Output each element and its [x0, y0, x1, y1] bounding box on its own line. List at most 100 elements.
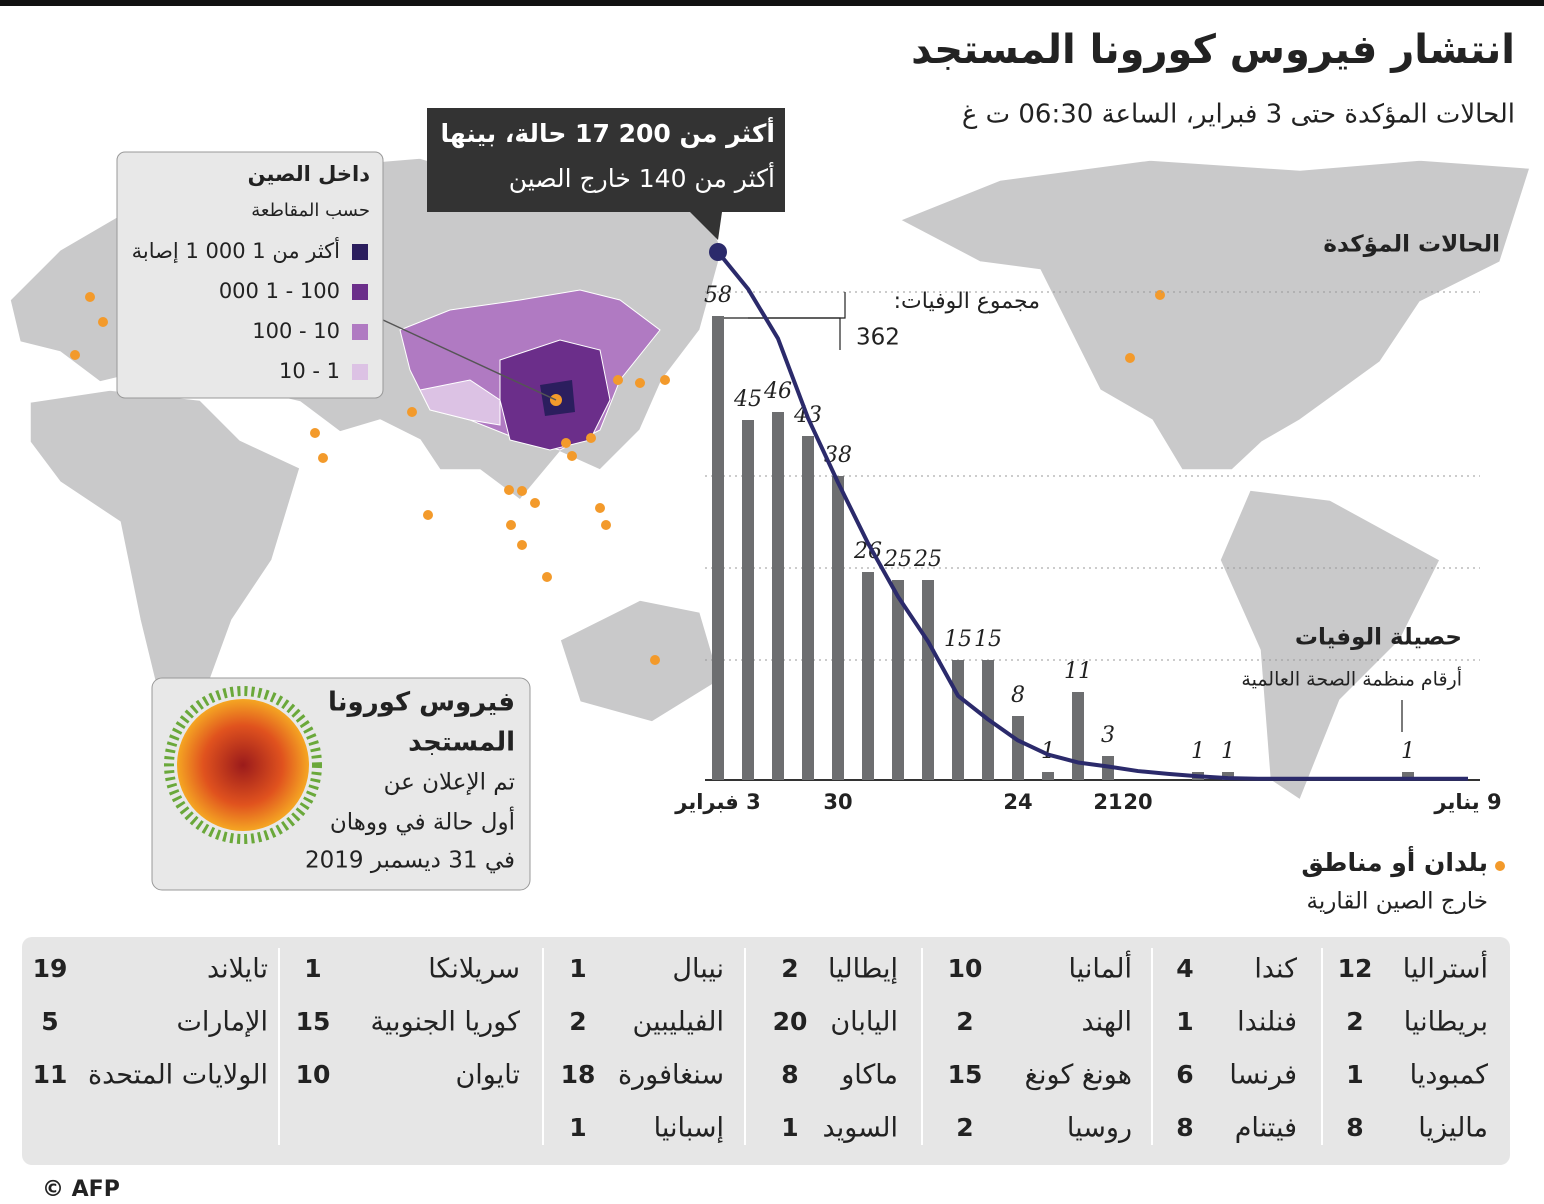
x-tick-label: 20	[1123, 790, 1152, 814]
virus-text: في 31 ديسمبر 2019	[305, 848, 515, 874]
dots-legend: بلدان أو مناطق خارج الصين القارية	[1301, 846, 1505, 915]
country-cases: 2	[956, 1007, 973, 1036]
country-name: الإمارات	[176, 1007, 268, 1038]
legend-label: 10 - 100	[252, 319, 340, 343]
country-name: تايلاند	[207, 954, 268, 985]
bar-value-label: 1	[1041, 739, 1055, 764]
country-cases: 5	[41, 1007, 58, 1036]
virus-text: تم الإعلان عن	[384, 770, 515, 796]
country-name: إسبانيا	[654, 1113, 724, 1144]
legend-label: أكثر من 1 000 1 إصابة	[132, 237, 340, 264]
bar	[1012, 716, 1024, 780]
country-name: أستراليا	[1403, 950, 1488, 985]
top-rule	[0, 0, 1544, 6]
country-name: كوريا الجنوبية	[370, 1007, 520, 1038]
x-tick-label: 21	[1093, 790, 1122, 814]
country-cases: 12	[1338, 954, 1373, 983]
country-cases: 1	[781, 1113, 798, 1142]
china-legend: داخل الصين حسب المقاطعة أكثر من 1 000 1 …	[116, 151, 557, 401]
source: أرقام منظمة الصحة العالمية	[1241, 667, 1462, 691]
bar	[712, 316, 724, 780]
virus-text: أول حالة في ووهان	[330, 807, 515, 836]
subtitle: الحالات المؤكدة حتى 3 فبراير، الساعة 06:…	[962, 100, 1515, 130]
dots-legend-subtitle: خارج الصين القارية	[1307, 889, 1488, 915]
bar-value-label: 58	[704, 283, 732, 308]
country-cases: 6	[1176, 1060, 1193, 1089]
bar-value-label: 11	[1064, 659, 1092, 684]
deaths-chart: مجموع الوفيات: 362 الحالات المؤكدة حصيلة…	[674, 232, 1501, 815]
bar-value-label: 8	[1011, 683, 1025, 708]
country-cases: 18	[561, 1060, 596, 1089]
country-cases: 2	[781, 954, 798, 983]
country-name: الولايات المتحدة	[88, 1060, 268, 1091]
line-end-dot	[709, 243, 727, 261]
legend-label: 100 - 1 000	[219, 279, 340, 303]
bar	[1402, 772, 1414, 780]
bar-value-label: 1	[1221, 739, 1235, 764]
country-cases: 8	[1176, 1113, 1193, 1142]
country-cases: 8	[781, 1060, 798, 1089]
bar-value-label: 25	[913, 547, 942, 572]
virus-box: فيروس كورونا المستجد تم الإعلان عن أول ح…	[151, 677, 531, 891]
bar	[922, 580, 934, 780]
bar-value-label: 25	[883, 547, 912, 572]
country-name: فرنسا	[1229, 1060, 1297, 1091]
legend-swatch	[352, 324, 368, 340]
x-tick-label: 30	[823, 790, 852, 814]
country-cases: 10	[296, 1060, 331, 1089]
bar	[772, 412, 784, 780]
country-cases: 1	[569, 954, 586, 983]
bar	[862, 572, 874, 780]
country-cases: 19	[33, 954, 68, 983]
country-cases: 1	[1176, 1007, 1193, 1036]
country-cases: 2	[956, 1113, 973, 1142]
country-name: ماليزيا	[1418, 1113, 1488, 1144]
bar	[1042, 772, 1054, 780]
country-name: بريطانيا	[1404, 1007, 1488, 1038]
country-name: هونغ كونغ	[1025, 1060, 1132, 1091]
bar-series-name: حصيلة الوفيات	[1295, 625, 1462, 651]
country-name: فنلندا	[1237, 1007, 1297, 1038]
country-name: فيتنام	[1235, 1113, 1297, 1144]
callout: أكثر من 200 17 حالة، بينها أكثر من 140 خ…	[427, 108, 785, 240]
country-name: ألمانيا	[1069, 950, 1132, 985]
legend-swatch	[352, 244, 368, 260]
line-series-name: الحالات المؤكدة	[1323, 232, 1500, 258]
bar-value-label: 46	[763, 379, 792, 404]
country-cases: 11	[33, 1060, 68, 1089]
country-dots	[70, 290, 1165, 665]
bar	[832, 476, 844, 780]
total-value: 362	[856, 325, 900, 351]
bar	[952, 660, 964, 780]
country-cases: 15	[296, 1007, 331, 1036]
country-cases: 2	[569, 1007, 586, 1036]
bar	[1222, 772, 1234, 780]
bar	[1072, 692, 1084, 780]
credit: © AFP	[42, 1177, 120, 1202]
bar-value-label: 45	[733, 387, 762, 412]
country-name: إيطاليا	[828, 954, 898, 985]
callout-line: أكثر من 140 خارج الصين	[509, 161, 775, 194]
legend-title: داخل الصين	[248, 162, 371, 186]
bar	[742, 420, 754, 780]
country-cases: 8	[1346, 1113, 1363, 1142]
country-cases: 2	[1346, 1007, 1363, 1036]
country-name: سنغافورة	[618, 1060, 724, 1091]
country-cases: 10	[948, 954, 983, 983]
title: انتشار فيروس كورونا المستجد	[911, 27, 1515, 73]
country-name: الفيليبين	[633, 1007, 724, 1038]
country-name: كمبوديا	[1410, 1060, 1488, 1091]
virus-title: فيروس كورونا	[328, 688, 515, 718]
countries-table: أستراليا12بريطانيا2كمبوديا1ماليزيا8كندا4…	[22, 937, 1510, 1165]
country-name: الهند	[1082, 1007, 1133, 1038]
country-cases: 15	[948, 1060, 983, 1089]
legend-swatch	[352, 364, 368, 380]
bar	[802, 436, 814, 780]
virus-title: المستجد	[408, 728, 515, 758]
legend-subtitle: حسب المقاطعة	[251, 200, 370, 221]
legend-swatch	[352, 284, 368, 300]
country-cases: 1	[1346, 1060, 1363, 1089]
bar-value-label: 15	[974, 627, 1002, 652]
bar-value-label: 1	[1191, 739, 1205, 764]
country-name: السويد	[823, 1113, 898, 1144]
